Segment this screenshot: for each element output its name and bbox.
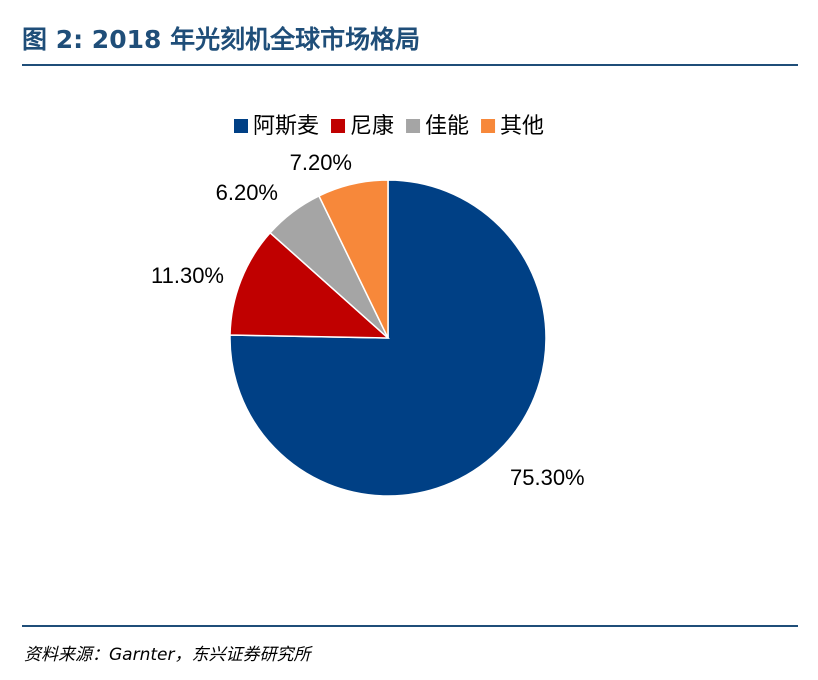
data-label: 11.30% bbox=[151, 263, 224, 288]
legend-swatch bbox=[481, 119, 496, 133]
pie-slices bbox=[229, 179, 547, 497]
chart-legend: 阿斯麦 尼康 佳能 其他 bbox=[234, 114, 544, 139]
data-label: 7.20% bbox=[290, 150, 352, 175]
source-note: 资料来源：Garnter，东兴证券研究所 bbox=[24, 645, 311, 665]
legend-swatch bbox=[406, 119, 421, 133]
figure-title: 图 2: 2018 年光刻机全球市场格局 bbox=[22, 25, 421, 54]
data-labels: 75.30% 11.30% 6.20% 7.20% bbox=[151, 150, 585, 490]
legend-swatch bbox=[234, 119, 248, 133]
legend-label: 阿斯麦 bbox=[253, 114, 319, 139]
source-rule bbox=[22, 625, 798, 627]
data-label: 75.30% bbox=[510, 465, 585, 490]
pie-chart: 阿斯麦 尼康 佳能 其他 75.30% 11.30% 6.20% 7.20% bbox=[151, 114, 585, 497]
pie-slice bbox=[229, 231, 391, 339]
data-label: 6.20% bbox=[216, 180, 278, 205]
legend-label: 尼康 bbox=[350, 114, 394, 139]
pie-slice bbox=[317, 179, 389, 339]
legend-swatch bbox=[331, 119, 346, 133]
legend-label: 佳能 bbox=[425, 114, 469, 139]
legend-label: 其他 bbox=[500, 114, 544, 139]
title-rule bbox=[22, 64, 798, 66]
